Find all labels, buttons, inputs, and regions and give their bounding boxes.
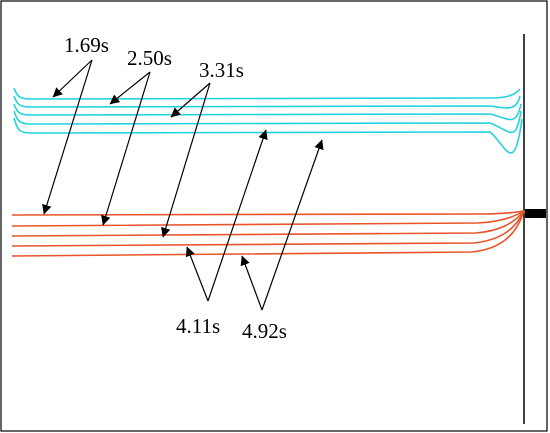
label-4-92s: 4.92s: [242, 319, 287, 343]
arrow-4-11s-lower: [185, 246, 209, 302]
arrow-2-50s-lower: [101, 71, 151, 226]
lower-curve: [11, 210, 525, 247]
lower-curve: [11, 210, 525, 227]
arrow-4-92s-lower: [240, 255, 263, 311]
label-1-69s: 1.69s: [64, 33, 109, 57]
upper-curve: [13, 110, 522, 134]
label-4-11s: 4.11s: [176, 314, 220, 338]
upper-curve-group: [13, 87, 523, 154]
label-3-31s: 3.31s: [199, 58, 244, 82]
arrow-1-69s-upper: [52, 59, 93, 98]
upper-curve: [13, 117, 523, 154]
arrow-group: [42, 59, 324, 311]
lower-curve: [11, 210, 525, 216]
upper-curve: [13, 87, 521, 100]
arrow-2-50s-upper: [109, 71, 151, 105]
arrow-3-31s-lower: [161, 82, 211, 238]
arrow-4-11s-upper: [207, 129, 268, 302]
label-2-50s: 2.50s: [127, 46, 172, 70]
upper-curve: [13, 95, 521, 109]
wall-probe: [525, 209, 546, 218]
lower-curve-group: [11, 210, 525, 257]
lower-curve: [11, 210, 525, 257]
arrow-4-92s-upper: [261, 139, 324, 311]
arrow-1-69s-lower: [42, 59, 93, 215]
arrow-3-31s-upper: [170, 82, 211, 118]
upper-curve: [13, 103, 522, 121]
lower-curve: [11, 210, 525, 237]
